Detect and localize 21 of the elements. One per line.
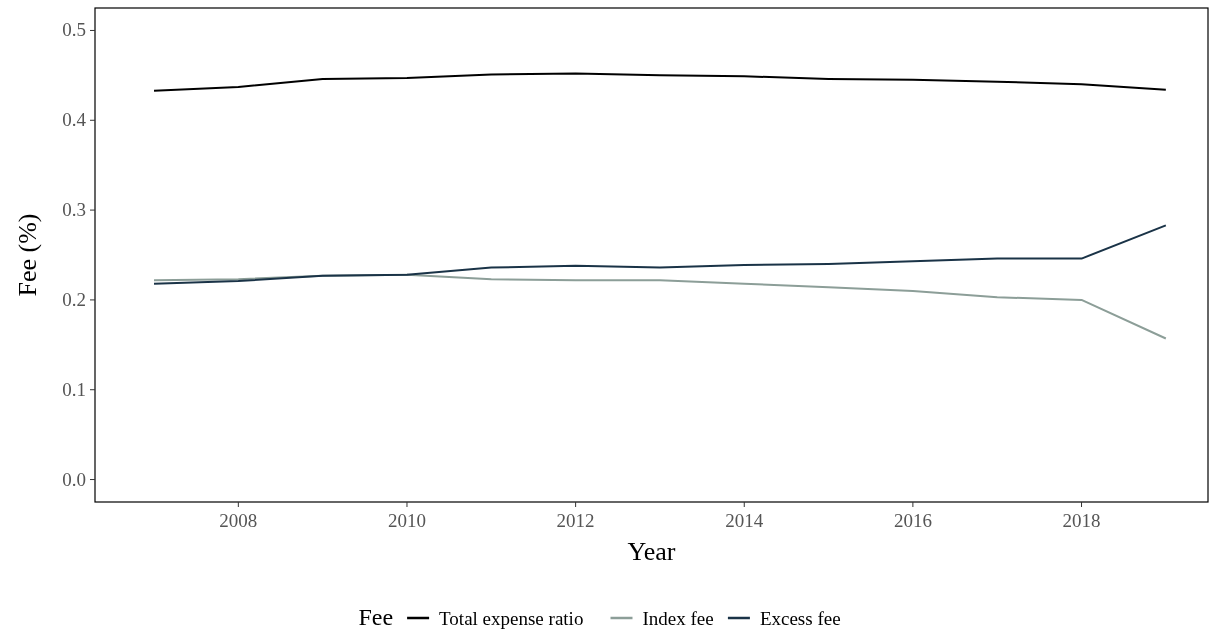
x-tick-label: 2012	[556, 510, 595, 531]
legend-title: Fee	[358, 604, 394, 630]
y-tick-label: 0.2	[62, 288, 86, 310]
legend-label: Total expense ratio	[439, 608, 584, 629]
line-series	[153, 72, 1167, 92]
y-tick-label: 0.4	[62, 109, 87, 131]
line-series	[153, 224, 1167, 285]
x-tick-label: 2010	[387, 510, 426, 531]
line-series	[153, 273, 1167, 340]
x-axis-title: Year	[627, 537, 676, 566]
y-axis-title: Fee (%)	[13, 213, 42, 297]
x-tick-label: 2014	[725, 510, 764, 531]
y-tick-label: 0.1	[62, 378, 86, 400]
legend-label: Index fee	[642, 608, 714, 629]
y-tick-label: 0.5	[62, 19, 86, 41]
y-tick-label: 0.3	[62, 199, 86, 221]
y-tick-label: 0.0	[62, 468, 86, 490]
x-tick-label: 2018	[1062, 510, 1101, 531]
x-tick-label: 2008	[219, 510, 258, 531]
x-tick-label: 2016	[893, 510, 932, 531]
legend-label: Excess fee	[759, 608, 841, 629]
